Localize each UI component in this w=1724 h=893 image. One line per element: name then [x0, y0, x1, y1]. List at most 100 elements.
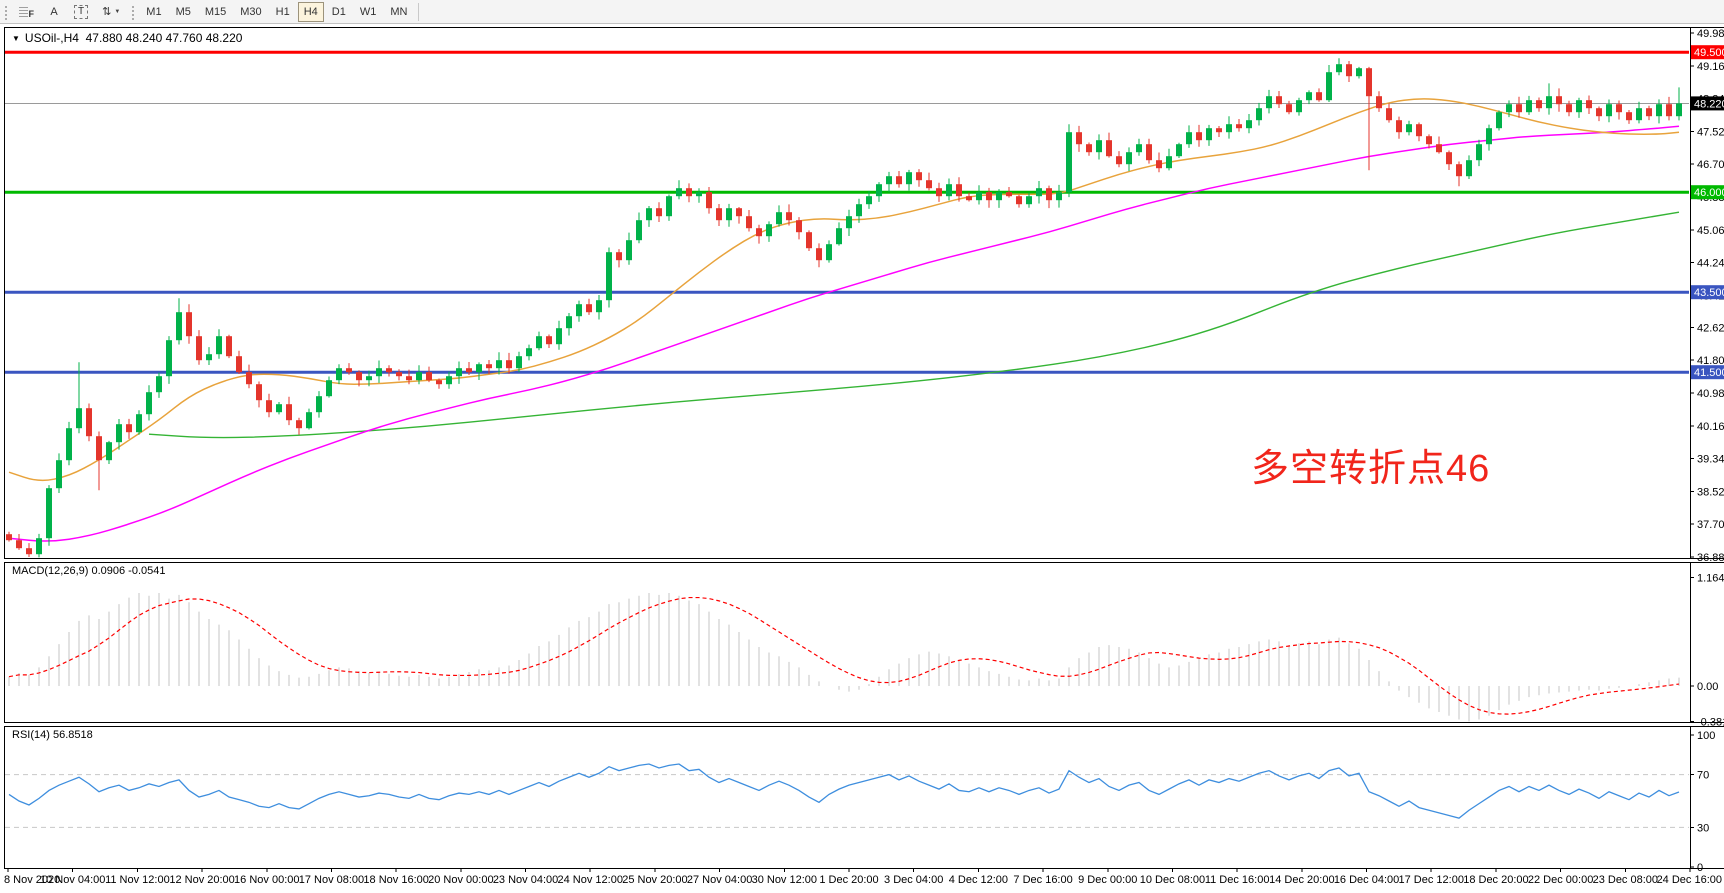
- price-label-46.000-text: 46.000: [1694, 187, 1724, 199]
- candle: [46, 488, 52, 539]
- candle: [946, 184, 952, 197]
- candle: [576, 304, 582, 317]
- candle: [726, 208, 732, 221]
- macd-panel-area[interactable]: [4, 562, 1690, 722]
- date-label: 18 Nov 16:00: [363, 874, 428, 886]
- candle: [316, 396, 322, 413]
- toolbar-grip[interactable]: [130, 3, 137, 20]
- candle: [1546, 96, 1552, 109]
- price-tick-label: 40.980: [1697, 388, 1724, 400]
- candle: [846, 216, 852, 229]
- candle: [486, 364, 492, 369]
- candle: [1596, 108, 1602, 117]
- candle: [1256, 108, 1262, 121]
- macd-signal-line: [8, 596, 1680, 715]
- text-label-tool-icon[interactable]: T: [68, 2, 94, 22]
- chart-annotation-text[interactable]: 多空转折点46: [1251, 448, 1491, 490]
- chart-title[interactable]: ▼ USOil-,H4 47.880 48.240 47.760 48.220: [12, 31, 242, 45]
- rsi-panel-area[interactable]: [4, 726, 1690, 868]
- price-axis[interactable]: [1690, 27, 1724, 868]
- rsi-tick-label: 30: [1697, 822, 1709, 834]
- candle: [676, 188, 682, 197]
- candle: [1526, 100, 1532, 113]
- candle: [1406, 124, 1412, 133]
- candle: [66, 428, 72, 461]
- candle: [936, 188, 942, 197]
- candle: [536, 336, 542, 349]
- timeframe-group: M1 M5 M15 M30 H1 H4 D1 W1 MN: [139, 1, 414, 22]
- candle: [376, 368, 382, 377]
- date-label: 23 Dec 08:00: [1593, 874, 1658, 886]
- date-axis[interactable]: [0, 869, 1724, 893]
- candle: [516, 356, 522, 369]
- candle: [1416, 124, 1422, 137]
- candle: [916, 172, 922, 181]
- candle: [1086, 144, 1092, 153]
- date-label: 16 Nov 00:00: [234, 874, 299, 886]
- price-label-49.500-text: 49.500: [1694, 47, 1724, 59]
- candle: [246, 372, 252, 385]
- candle: [1396, 120, 1402, 133]
- candle: [56, 460, 62, 489]
- candle: [1106, 140, 1112, 157]
- candle: [86, 408, 92, 437]
- candle: [326, 380, 332, 397]
- candle: [236, 356, 242, 373]
- candle: [6, 534, 12, 541]
- chart-shift-icon[interactable]: F: [13, 2, 40, 22]
- candle: [216, 336, 222, 355]
- candle: [796, 220, 802, 233]
- timeframe-button-m5[interactable]: M5: [170, 2, 197, 22]
- timeframe-button-d1[interactable]: D1: [326, 2, 352, 22]
- candle: [806, 232, 812, 249]
- timeframe-button-w1[interactable]: W1: [354, 2, 383, 22]
- macd-tick-label: 1.1646: [1697, 573, 1724, 585]
- candle: [966, 196, 972, 201]
- price-tick-label: 38.520: [1697, 486, 1724, 498]
- timeframe-button-m30[interactable]: M30: [234, 2, 267, 22]
- price-label-46.000: [1691, 185, 1724, 200]
- timeframe-button-h1[interactable]: H1: [270, 2, 296, 22]
- candle: [156, 376, 162, 393]
- price-tick-label: 46.700: [1697, 159, 1724, 171]
- ma-mid-magenta-line: [8, 125, 1680, 542]
- candle: [746, 216, 752, 229]
- candle: [1476, 144, 1482, 161]
- candle: [1506, 104, 1512, 113]
- candle: [456, 368, 462, 377]
- timeframe-button-h4[interactable]: H4: [297, 1, 324, 22]
- arrows-tool-icon[interactable]: ⇅ ▼: [96, 2, 126, 22]
- candle: [566, 316, 572, 329]
- timeframe-button-m15[interactable]: M15: [199, 2, 232, 22]
- candle: [366, 376, 372, 381]
- candle: [606, 252, 612, 301]
- date-label: 4 Dec 12:00: [949, 874, 1008, 886]
- text-tool-icon[interactable]: A: [42, 2, 66, 22]
- current-price-label-text: 48.220: [1694, 98, 1724, 110]
- price-tick-label: 49.980: [1697, 28, 1724, 40]
- price-tick-label: 41.800: [1697, 355, 1724, 367]
- chart-title-dropdown-icon[interactable]: ▼: [12, 34, 20, 43]
- candle: [1026, 196, 1032, 205]
- candle: [426, 372, 432, 381]
- toolbar-grip[interactable]: [3, 3, 9, 20]
- price-tick-label: 39.340: [1697, 454, 1724, 466]
- candle: [36, 538, 42, 555]
- candle: [1606, 104, 1612, 117]
- candle: [1556, 96, 1562, 105]
- timeframe-button-mn[interactable]: MN: [384, 2, 413, 22]
- candle: [1446, 152, 1452, 165]
- candle: [1616, 104, 1622, 113]
- timeframe-button-m1[interactable]: M1: [140, 2, 167, 22]
- ma-slow-green-line: [148, 211, 1680, 439]
- price-label-43.500-text: 43.500: [1694, 287, 1724, 299]
- candle: [1306, 92, 1312, 101]
- candle: [1126, 152, 1132, 165]
- date-label: 30 Nov 12:00: [752, 874, 817, 886]
- candle: [856, 204, 862, 217]
- price-tick-label: 42.620: [1697, 322, 1724, 334]
- macd-indicator-label: MACD(12,26,9) 0.0906 -0.0541: [12, 565, 166, 577]
- date-label: 14 Dec 20:00: [1269, 874, 1334, 886]
- price-tick-label: 49.160: [1697, 61, 1724, 73]
